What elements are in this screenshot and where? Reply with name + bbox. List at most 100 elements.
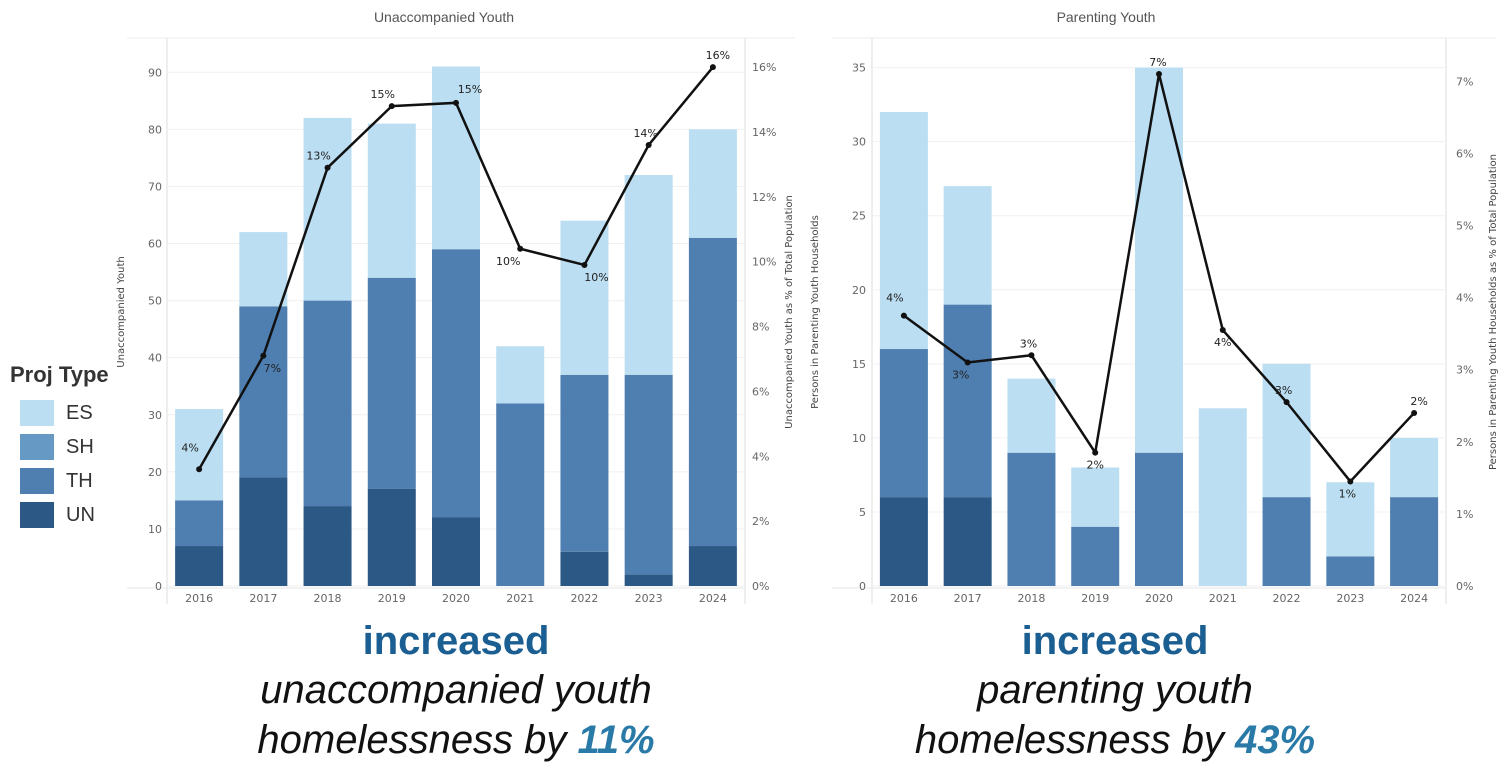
bar-es-2016[interactable]: [879, 112, 928, 350]
legend-item-th[interactable]: TH: [6, 464, 126, 498]
line-point[interactable]: [900, 312, 907, 319]
bar-es-2017[interactable]: [943, 186, 992, 305]
bar-es-2023[interactable]: [1326, 482, 1375, 557]
caption-unaccompanied: increased unaccompanied youth homelessne…: [156, 617, 756, 765]
y2-tick-label: 0%: [752, 580, 769, 593]
x-tick-label: 2021: [1209, 592, 1237, 605]
line-point[interactable]: [1092, 449, 1099, 456]
bar-th-2024[interactable]: [688, 237, 737, 547]
y2-tick-label: 16%: [752, 61, 776, 74]
y2-tick-label: 8%: [752, 321, 769, 334]
legend-item-es[interactable]: ES: [6, 396, 126, 430]
bar-th-2018[interactable]: [1007, 452, 1056, 586]
bar-es-2018[interactable]: [1007, 378, 1056, 453]
line-data-label: 7%: [1149, 56, 1166, 69]
y2-tick-label: 2%: [1456, 436, 1473, 449]
line-data-label: 3%: [952, 368, 969, 381]
line-point[interactable]: [1156, 71, 1162, 78]
bar-th-2020[interactable]: [1135, 452, 1183, 586]
bar-un-2022[interactable]: [560, 551, 609, 586]
bar-es-2016[interactable]: [175, 409, 224, 501]
bar-es-2017[interactable]: [239, 232, 288, 307]
y-tick-label: 90: [148, 66, 162, 79]
y-tick-label: 30: [852, 136, 866, 149]
bar-es-2018[interactable]: [303, 117, 352, 301]
bar-th-2021[interactable]: [496, 403, 545, 586]
line-data-label: 14%: [633, 127, 657, 140]
x-tick-label: 2023: [635, 592, 663, 605]
line-point[interactable]: [645, 142, 652, 149]
bar-es-2023[interactable]: [624, 175, 673, 375]
bar-es-2024[interactable]: [688, 129, 737, 238]
bar-un-2023[interactable]: [624, 574, 673, 586]
line-point[interactable]: [709, 64, 716, 71]
line-point[interactable]: [1411, 409, 1418, 416]
bar-th-2018[interactable]: [303, 300, 352, 507]
bar-un-2016[interactable]: [175, 546, 224, 586]
caption-percent: 43%: [1235, 718, 1316, 762]
y2-tick-label: 3%: [1456, 364, 1473, 377]
line-point[interactable]: [388, 103, 395, 110]
line-point[interactable]: [1283, 399, 1290, 406]
line-point[interactable]: [964, 359, 971, 366]
bar-th-2023[interactable]: [1326, 556, 1375, 586]
bar-un-2016[interactable]: [879, 497, 928, 586]
y2-tick-label: 12%: [752, 191, 776, 204]
bar-th-2017[interactable]: [943, 304, 992, 498]
y2-tick-label: 14%: [752, 126, 776, 139]
legend-item-sh[interactable]: SH: [6, 430, 126, 464]
x-tick-label: 2024: [699, 592, 727, 605]
bar-th-2017[interactable]: [239, 306, 288, 478]
bar-es-2020[interactable]: [432, 66, 480, 250]
line-point[interactable]: [1219, 327, 1226, 334]
bar-es-2020[interactable]: [1135, 67, 1183, 453]
line-point[interactable]: [1028, 352, 1035, 359]
y2-tick-label: 4%: [752, 450, 769, 463]
x-tick-label: 2020: [1145, 592, 1173, 605]
bar-un-2017[interactable]: [239, 477, 288, 586]
bar-th-2016[interactable]: [175, 500, 224, 547]
y-tick-label: 10: [852, 432, 866, 445]
line-data-label: 13%: [306, 150, 330, 163]
line-point[interactable]: [581, 261, 588, 268]
bar-es-2021[interactable]: [496, 346, 545, 404]
line-point[interactable]: [453, 99, 459, 106]
line-data-label: 2%: [1086, 459, 1103, 472]
bar-un-2019[interactable]: [367, 488, 416, 586]
y2-tick-label: 6%: [1456, 147, 1473, 160]
y2-axis-title: Unaccompanied Youth as % of Total Popula…: [784, 195, 795, 429]
caption-parenting: increased parenting youth homelessness b…: [815, 617, 1415, 765]
bar-un-2017[interactable]: [943, 497, 992, 586]
line-point[interactable]: [324, 164, 331, 171]
line-point[interactable]: [196, 466, 203, 473]
y2-tick-label: 6%: [752, 385, 769, 398]
y2-tick-label: 2%: [752, 515, 769, 528]
bar-es-2019[interactable]: [367, 123, 416, 278]
bar-th-2019[interactable]: [367, 277, 416, 489]
bar-un-2018[interactable]: [303, 506, 352, 586]
bar-es-2021[interactable]: [1198, 408, 1247, 586]
y-axis-title: Unaccompanied Youth: [116, 256, 127, 367]
bar-th-2020[interactable]: [432, 249, 480, 518]
bar-un-2020[interactable]: [432, 517, 480, 587]
bar-th-2024[interactable]: [1390, 497, 1439, 586]
bar-th-2022[interactable]: [1262, 497, 1311, 586]
x-tick-label: 2022: [570, 592, 598, 605]
bar-th-2016[interactable]: [879, 349, 928, 498]
bar-th-2023[interactable]: [624, 374, 673, 575]
legend-item-un[interactable]: UN: [6, 498, 126, 532]
line-point[interactable]: [260, 352, 267, 359]
bar-th-2019[interactable]: [1071, 526, 1120, 586]
y-tick-label: 10: [148, 523, 162, 536]
line-point[interactable]: [517, 245, 524, 252]
y-tick-label: 60: [148, 238, 162, 251]
bar-un-2024[interactable]: [688, 546, 737, 586]
bar-es-2022[interactable]: [1262, 363, 1311, 498]
bar-es-2019[interactable]: [1071, 467, 1120, 527]
line-data-label: 4%: [886, 292, 903, 305]
bar-es-2024[interactable]: [1390, 437, 1439, 498]
bar-th-2022[interactable]: [560, 374, 609, 552]
line-point[interactable]: [1347, 478, 1354, 485]
bar-es-2022[interactable]: [560, 220, 609, 375]
